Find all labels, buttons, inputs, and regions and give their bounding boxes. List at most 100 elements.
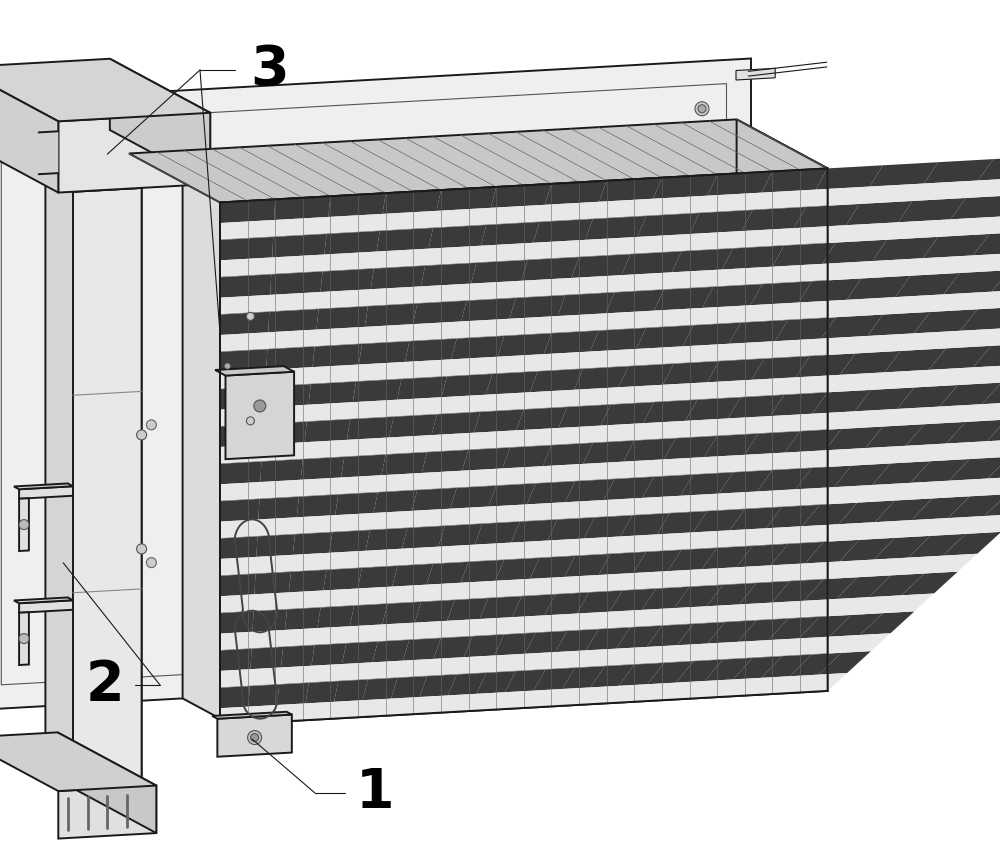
Polygon shape	[859, 520, 912, 540]
Polygon shape	[648, 661, 693, 685]
Polygon shape	[359, 341, 409, 365]
Polygon shape	[753, 526, 802, 546]
Polygon shape	[719, 470, 772, 493]
Polygon shape	[401, 360, 451, 379]
Polygon shape	[469, 542, 511, 562]
Polygon shape	[413, 301, 467, 324]
Polygon shape	[699, 193, 762, 213]
Polygon shape	[438, 524, 482, 546]
Polygon shape	[362, 324, 413, 344]
Polygon shape	[770, 392, 828, 416]
Polygon shape	[930, 516, 984, 536]
Polygon shape	[730, 507, 782, 530]
Circle shape	[146, 420, 156, 430]
Circle shape	[246, 417, 254, 425]
Polygon shape	[708, 621, 757, 643]
Polygon shape	[220, 482, 260, 501]
Polygon shape	[611, 385, 663, 404]
Polygon shape	[906, 422, 966, 445]
Polygon shape	[884, 349, 946, 372]
Polygon shape	[307, 402, 353, 422]
Polygon shape	[533, 219, 593, 242]
Polygon shape	[329, 530, 370, 553]
Polygon shape	[719, 341, 775, 361]
Polygon shape	[220, 520, 258, 538]
Polygon shape	[794, 204, 859, 228]
Polygon shape	[220, 333, 268, 352]
Polygon shape	[521, 257, 579, 280]
Polygon shape	[491, 184, 551, 208]
Polygon shape	[619, 663, 664, 685]
Polygon shape	[788, 300, 847, 320]
Polygon shape	[766, 504, 820, 528]
Polygon shape	[924, 159, 993, 184]
Polygon shape	[0, 59, 210, 121]
Polygon shape	[609, 589, 656, 611]
Polygon shape	[741, 302, 799, 322]
Polygon shape	[759, 413, 812, 434]
Polygon shape	[342, 642, 378, 664]
Polygon shape	[987, 455, 1000, 478]
Polygon shape	[632, 496, 680, 515]
Polygon shape	[319, 289, 371, 309]
Polygon shape	[315, 327, 365, 346]
Polygon shape	[305, 419, 350, 442]
Polygon shape	[486, 653, 525, 673]
Polygon shape	[958, 365, 1000, 385]
Polygon shape	[447, 357, 498, 376]
Polygon shape	[775, 317, 835, 341]
Polygon shape	[273, 217, 328, 237]
Polygon shape	[825, 427, 883, 450]
Polygon shape	[353, 379, 401, 402]
Polygon shape	[949, 457, 1000, 481]
Polygon shape	[511, 520, 557, 542]
Polygon shape	[220, 632, 252, 650]
Polygon shape	[347, 417, 394, 440]
Polygon shape	[733, 656, 782, 679]
Polygon shape	[366, 528, 407, 551]
Polygon shape	[865, 424, 924, 448]
Polygon shape	[616, 626, 662, 648]
Polygon shape	[861, 258, 923, 279]
Polygon shape	[220, 686, 250, 708]
Polygon shape	[220, 258, 272, 277]
Polygon shape	[220, 445, 262, 464]
Polygon shape	[323, 252, 377, 271]
Polygon shape	[736, 68, 775, 80]
Polygon shape	[790, 562, 840, 581]
Polygon shape	[528, 240, 585, 260]
Polygon shape	[630, 234, 690, 254]
Polygon shape	[545, 181, 607, 205]
Polygon shape	[220, 594, 254, 613]
Polygon shape	[350, 400, 397, 419]
Polygon shape	[745, 489, 796, 509]
Polygon shape	[362, 549, 402, 568]
Polygon shape	[593, 424, 643, 443]
Polygon shape	[551, 687, 591, 706]
Polygon shape	[623, 438, 676, 461]
Polygon shape	[897, 385, 958, 409]
Polygon shape	[723, 565, 771, 585]
Polygon shape	[525, 631, 567, 653]
Polygon shape	[802, 503, 857, 526]
Polygon shape	[335, 493, 378, 515]
Polygon shape	[287, 590, 323, 610]
Polygon shape	[429, 225, 486, 248]
Polygon shape	[966, 514, 1000, 534]
Polygon shape	[309, 664, 342, 683]
Polygon shape	[220, 220, 274, 240]
Polygon shape	[912, 496, 970, 520]
Polygon shape	[346, 625, 382, 643]
Polygon shape	[895, 273, 960, 297]
Polygon shape	[860, 611, 914, 635]
Polygon shape	[630, 608, 674, 627]
Polygon shape	[299, 477, 341, 497]
Polygon shape	[805, 540, 859, 563]
Polygon shape	[437, 395, 486, 414]
Polygon shape	[615, 272, 672, 292]
Polygon shape	[564, 554, 611, 577]
Polygon shape	[722, 246, 784, 269]
Polygon shape	[762, 654, 812, 678]
Polygon shape	[474, 409, 524, 433]
Polygon shape	[220, 237, 273, 260]
